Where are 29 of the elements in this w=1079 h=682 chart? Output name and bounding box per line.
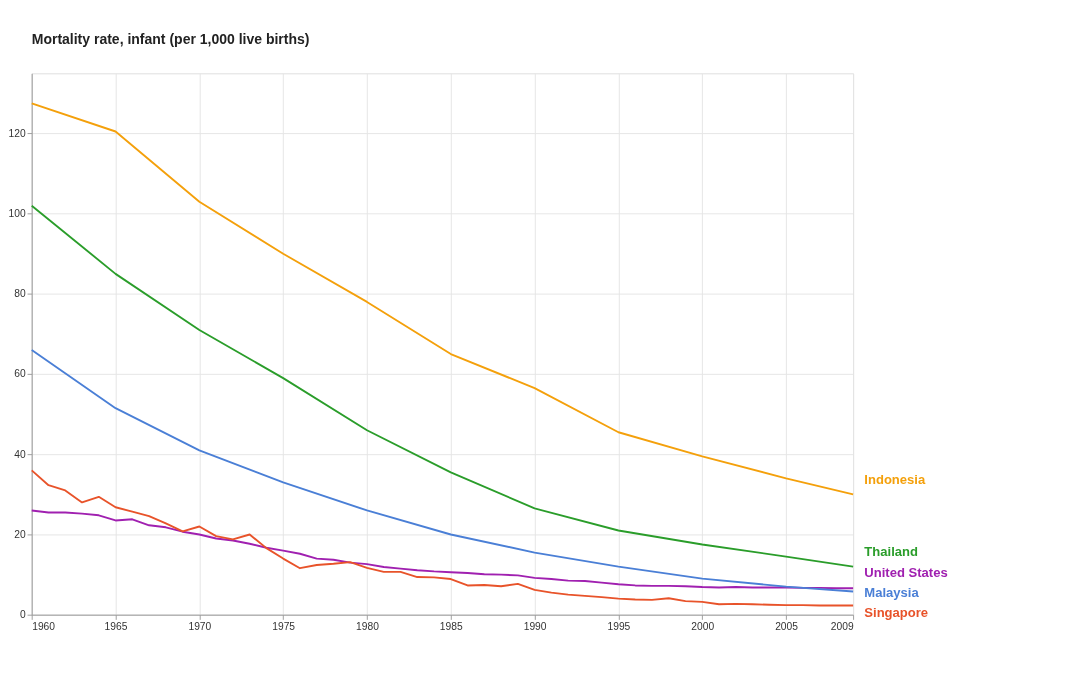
x-tick-label: 1980 xyxy=(356,621,380,633)
series-label: Singapore xyxy=(864,604,929,620)
y-tick-label: 40 xyxy=(14,448,26,460)
x-tick-label: 1970 xyxy=(188,621,212,633)
x-tick-label: 2000 xyxy=(691,621,715,633)
x-tick-label: 1990 xyxy=(523,621,547,633)
line-series xyxy=(30,509,855,590)
x-tick-label: 1995 xyxy=(607,621,631,633)
x-tick-label: 1965 xyxy=(104,621,128,633)
y-tick-label: 80 xyxy=(14,288,26,300)
line-series xyxy=(30,469,855,607)
x-tick-label: 2009 xyxy=(830,621,854,633)
line-series xyxy=(30,102,855,496)
y-tick-label: 60 xyxy=(14,368,26,380)
x-tick-label: 1960 xyxy=(32,621,56,633)
y-tick-label: 100 xyxy=(8,207,26,219)
chart-title: Mortality rate, infant (per 1,000 live births) xyxy=(31,31,310,48)
x-tick-label: 1975 xyxy=(272,621,296,633)
line-series xyxy=(30,204,855,568)
series-label: Thailand xyxy=(864,543,918,559)
x-tick-label: 2005 xyxy=(775,621,799,633)
series-label: United States xyxy=(864,565,948,581)
y-tick-label: 120 xyxy=(8,127,26,139)
series-label: Malaysia xyxy=(864,584,920,600)
line-series xyxy=(30,349,855,593)
y-tick-label: 0 xyxy=(19,608,26,620)
x-tick-label: 1985 xyxy=(439,621,463,633)
series-label: Indonesia xyxy=(864,471,926,487)
y-tick-label: 20 xyxy=(14,528,26,540)
